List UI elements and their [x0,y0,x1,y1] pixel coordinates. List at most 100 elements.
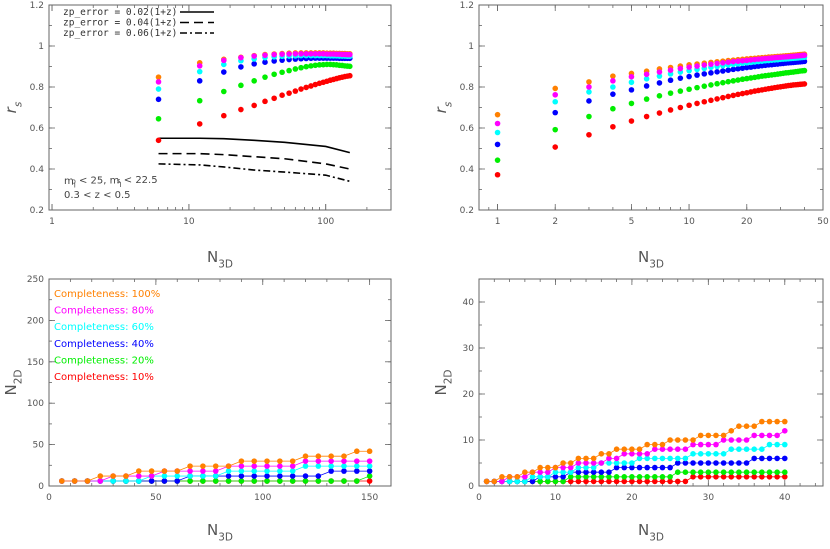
data-point [560,474,566,480]
data-point [667,446,673,453]
data-point [586,89,592,95]
data-point [552,109,559,116]
data-point [656,80,663,86]
data-point [774,441,780,448]
data-point [690,469,696,476]
data-point [289,478,296,484]
annotation: 0.3 < z < 0.5 [64,190,131,201]
data-point [598,478,605,485]
y-tick-label: 50 [33,441,45,451]
data-point [610,84,616,90]
x-tick-label: 10 [183,217,195,227]
data-point [743,474,750,480]
data-point [736,474,742,480]
data-point [697,451,704,457]
data-point [713,474,719,480]
data-point [575,469,582,476]
data-point [674,469,681,476]
legend-label: zp_error = 0.04(1+z) [63,18,177,29]
x-tick-label: 5 [629,217,635,227]
legend-label: Completeness: 20% [54,355,154,366]
data-point [328,478,334,484]
data-point [705,469,712,476]
y-axis-label: rs [432,101,454,113]
data-point [200,473,206,479]
x-tick-label: 1 [495,217,501,227]
data-point [225,468,232,474]
data-point [697,469,704,476]
data-point [736,446,742,453]
data-point [354,458,360,464]
data-point [720,451,727,457]
data-point [71,478,78,484]
x-tick-label: 40 [779,493,791,503]
data-point [552,469,559,476]
data-point [644,455,650,462]
data-point [200,463,206,469]
data-point [774,418,780,425]
data-point [766,455,773,462]
data-point [366,468,373,474]
data-point [643,113,650,120]
data-point [135,468,142,474]
data-point [212,473,219,479]
data-point [315,473,322,479]
y-tick-label: 1.2 [460,1,474,11]
data-point [781,469,788,476]
series-3 [483,455,788,485]
data-point [84,478,91,484]
data-point [656,93,663,99]
data-point [529,478,536,485]
y-tick-label: 0.4 [30,165,45,175]
data-point [610,123,616,130]
data-point [251,458,257,464]
data-point [494,141,501,148]
data-point [781,428,788,434]
data-point [341,458,347,464]
data-point [629,464,635,471]
data-point [667,90,674,96]
y-tick-label: 250 [27,275,44,285]
data-point [187,463,193,469]
y-tick-label: 1.2 [30,1,44,11]
data-point [629,460,635,466]
data-point [728,437,735,443]
data-point [123,478,129,484]
data-point [644,441,650,448]
data-point [686,102,692,109]
data-point [621,451,628,457]
data-point [97,478,104,484]
data-point [697,460,704,466]
data-point [251,78,257,84]
data-point [705,460,712,466]
data-point [586,79,592,85]
data-point [628,118,635,124]
data-point [610,73,616,79]
data-point [739,57,746,64]
data-point [279,51,285,57]
data-point [751,474,757,480]
data-point [759,469,765,476]
data-point [643,96,650,102]
y-tick-label: 0.2 [460,206,474,216]
data-point [586,84,592,90]
data-point [292,50,299,57]
data-point [225,473,232,479]
data-point [251,102,257,109]
data-point [682,437,689,443]
series-1 [494,81,808,178]
data-point [560,469,566,476]
data-point [697,441,704,448]
data-point [277,473,283,479]
data-point [781,441,788,448]
data-point [264,458,270,464]
data-point [537,474,543,480]
data-point [667,107,674,113]
data-point [643,76,650,82]
data-point [567,478,574,485]
data-point [212,468,219,474]
data-point [302,458,309,464]
data-point [251,53,257,59]
data-point [694,72,700,78]
